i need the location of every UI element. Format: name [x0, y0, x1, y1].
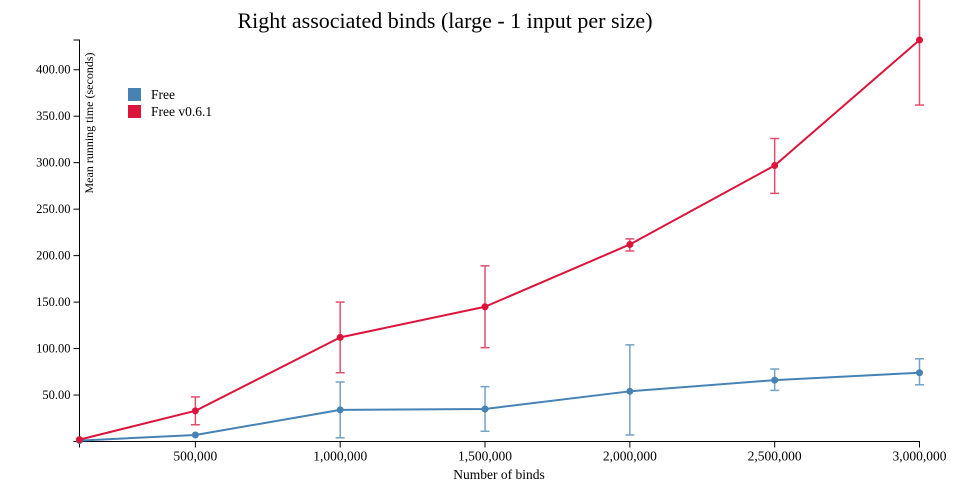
legend-swatch-free-v061 — [128, 105, 141, 118]
y-tick-label: 200.00 — [36, 249, 70, 263]
data-point — [481, 303, 489, 311]
x-tick-label: 2,000,000 — [603, 449, 657, 464]
x-tick-label: 500,000 — [173, 449, 217, 464]
y-tick-label: 150.00 — [36, 295, 70, 309]
y-axis-domain — [73, 39, 80, 442]
legend: Free Free v0.6.1 — [128, 88, 212, 118]
x-axis-domain — [79, 441, 920, 448]
legend-item-free-v061: Free v0.6.1 — [128, 105, 212, 118]
data-point — [626, 387, 634, 395]
x-tick-label: 1,000,000 — [313, 449, 367, 464]
data-point — [191, 407, 199, 415]
x-axis-label: Number of binds — [453, 467, 545, 482]
legend-label-free: Free — [151, 87, 175, 102]
y-tick-label: 100.00 — [36, 342, 70, 356]
data-point — [481, 405, 489, 413]
legend-label-free-v061: Free v0.6.1 — [151, 104, 213, 119]
series-free — [76, 344, 924, 445]
data-point — [336, 406, 344, 414]
data-point — [76, 436, 83, 444]
x-tick-label: 1,500,000 — [458, 449, 512, 464]
data-point — [771, 376, 779, 384]
y-tick-label: 50.00 — [42, 388, 70, 402]
data-point — [916, 36, 923, 44]
legend-item-free: Free — [128, 88, 212, 101]
data-point — [916, 369, 923, 377]
y-axis-label: Mean running time (seconds) — [82, 53, 96, 194]
data-point — [771, 161, 779, 169]
error-bar — [915, 0, 924, 106]
data-point — [191, 431, 199, 439]
legend-swatch-free — [128, 88, 141, 101]
y-tick-label: 400.00 — [36, 63, 70, 77]
data-point — [626, 240, 634, 248]
x-tick-label: 2,500,000 — [748, 449, 802, 464]
y-tick-label: 350.00 — [36, 109, 70, 123]
y-axis: 50.00 100.00 150.00 200.00 250.00 300.00 350.0… — [36, 39, 96, 442]
x-axis: 500,000 1,000,000 1,500,000 2,000,000 2,500,… — [79, 441, 947, 482]
y-tick-label: 250.00 — [36, 202, 70, 216]
chart-title: Right associated binds (large - 1 input … — [237, 8, 653, 33]
series-free-v0-6-1 — [76, 0, 924, 444]
y-tick-label: 300.00 — [36, 156, 70, 170]
x-tick-label: 3,000,000 — [893, 449, 947, 464]
data-point — [336, 333, 344, 341]
